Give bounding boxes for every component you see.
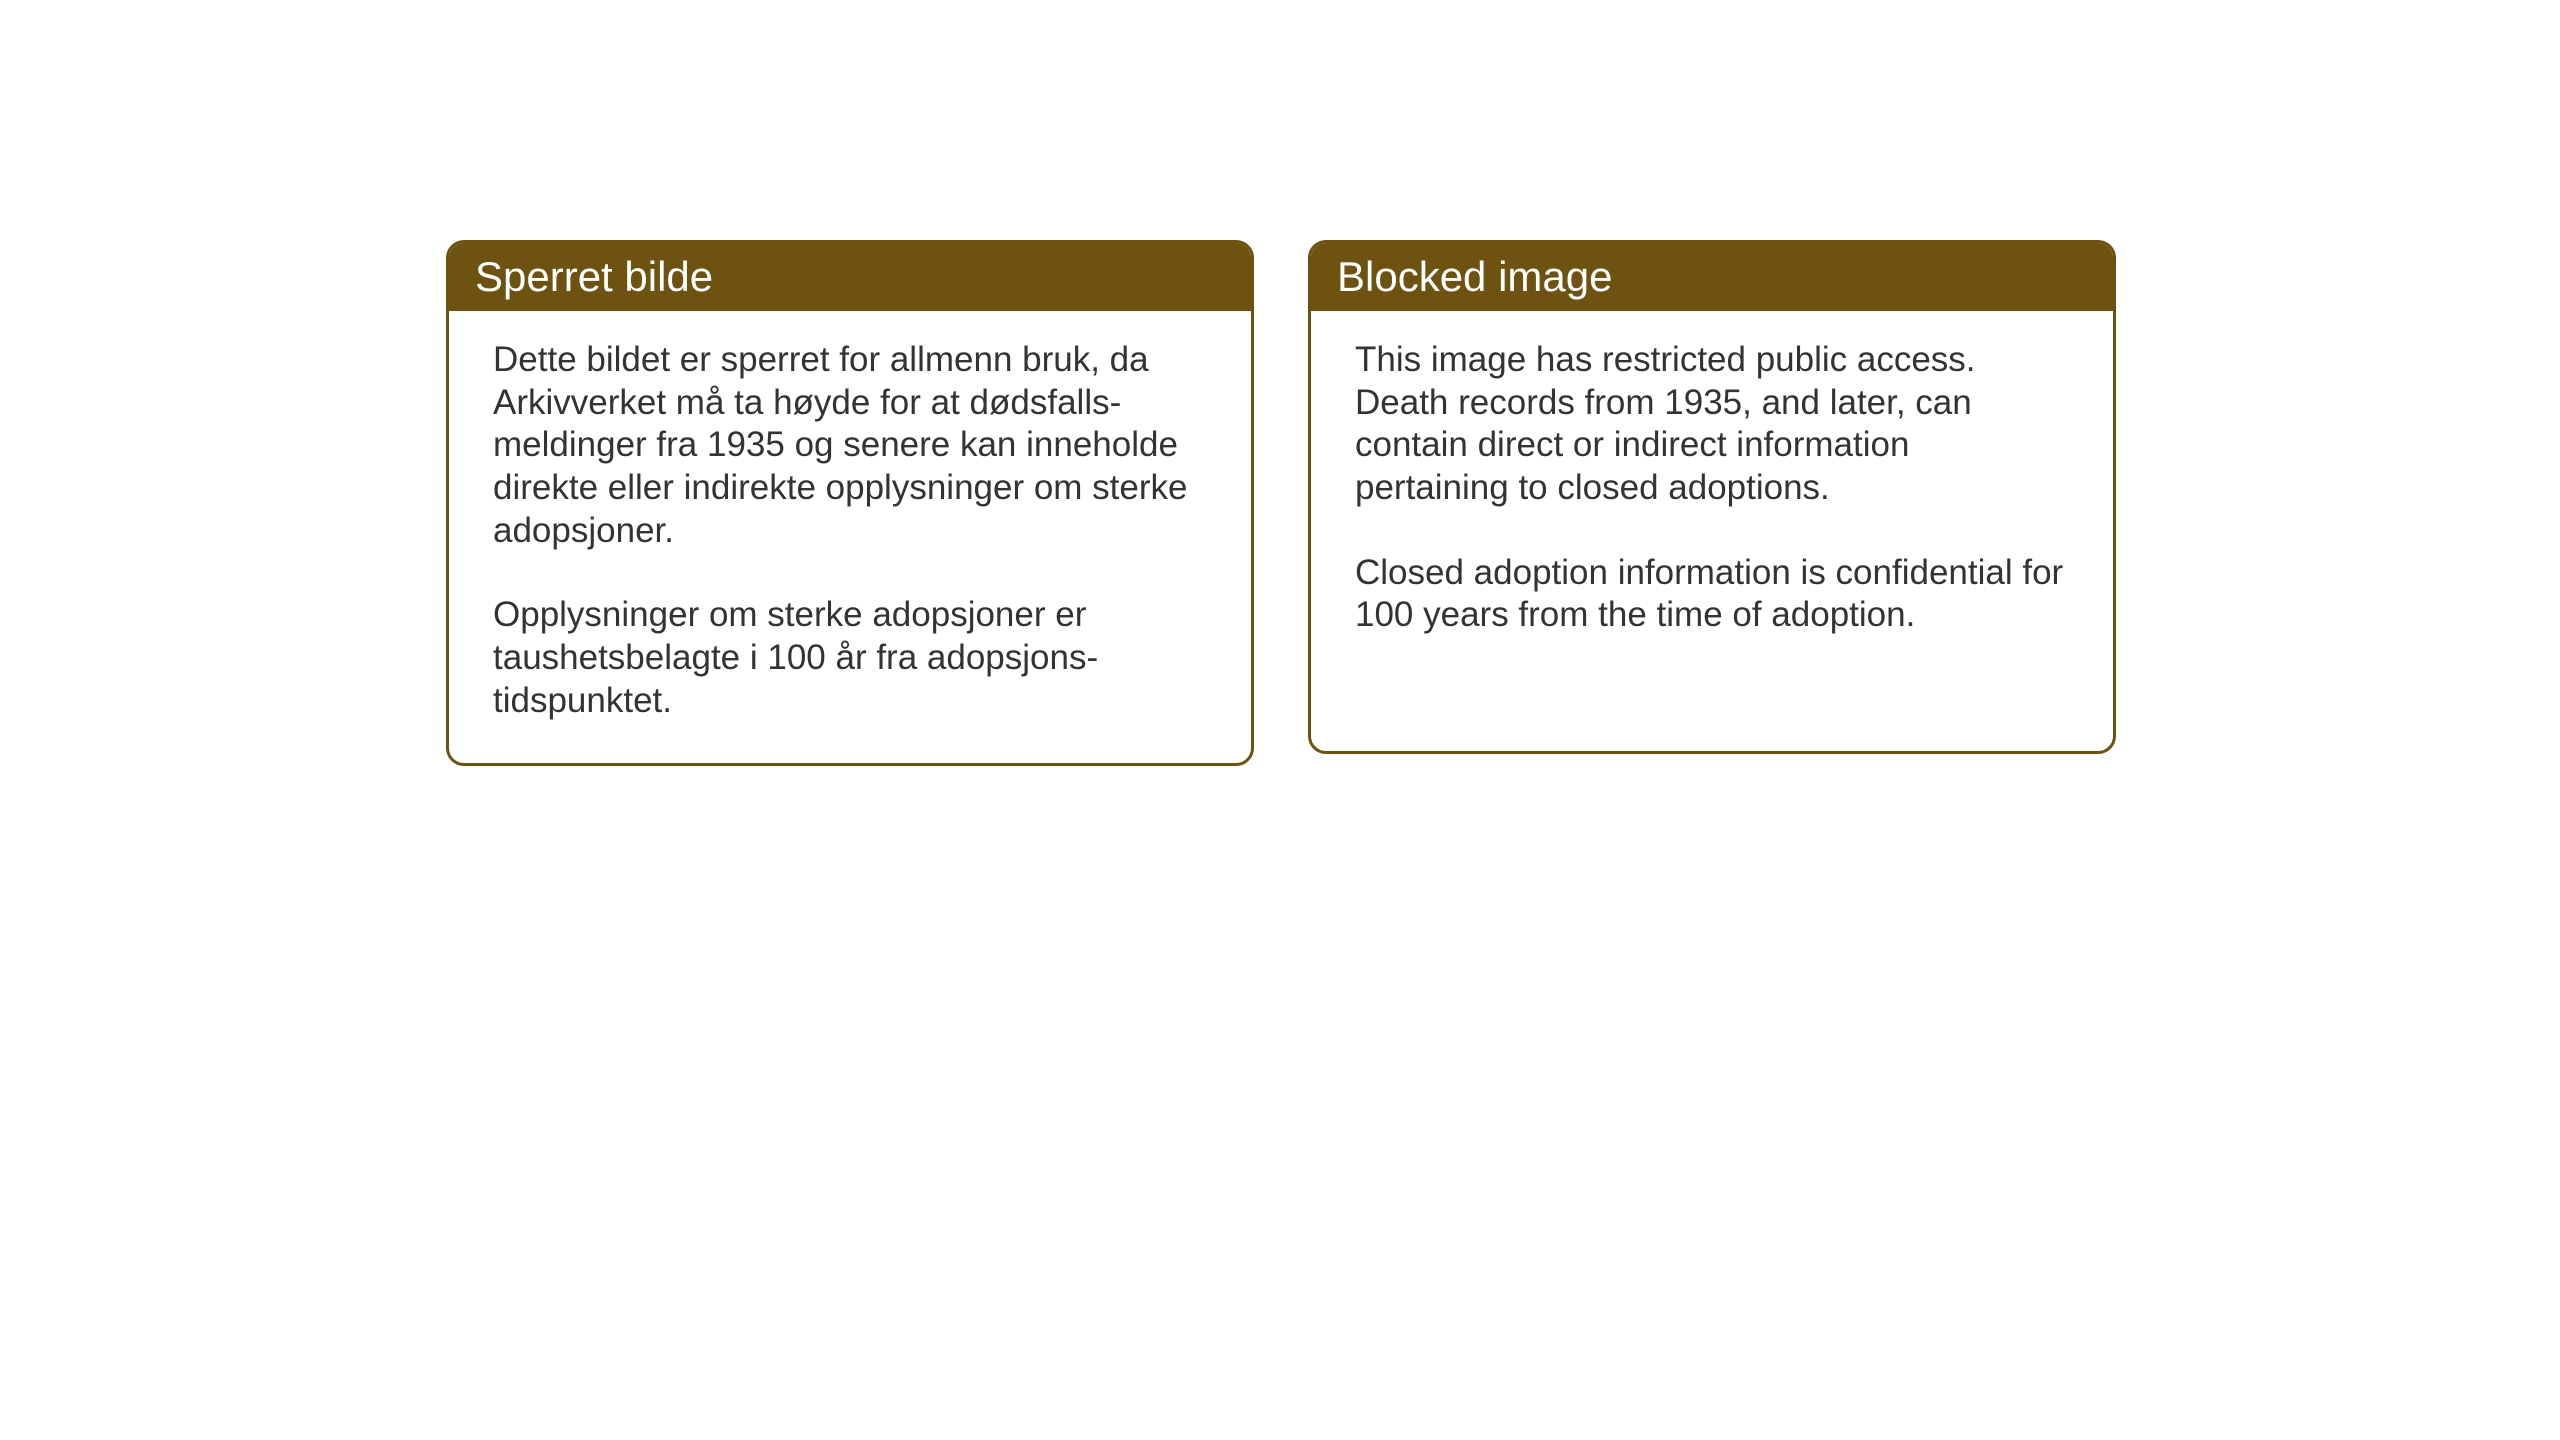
cards-container: Sperret bilde Dette bildet er sperret fo…: [446, 240, 2116, 766]
card-paragraph-2-norwegian: Opplysninger om sterke adopsjoner er tau…: [493, 594, 1207, 722]
card-body-norwegian: Dette bildet er sperret for allmenn bruk…: [449, 311, 1251, 763]
card-norwegian: Sperret bilde Dette bildet er sperret fo…: [446, 240, 1254, 766]
card-body-english: This image has restricted public access.…: [1311, 311, 2113, 677]
card-header-english: Blocked image: [1311, 243, 2113, 311]
card-english: Blocked image This image has restricted …: [1308, 240, 2116, 754]
card-paragraph-1-english: This image has restricted public access.…: [1355, 339, 2069, 510]
card-title-norwegian: Sperret bilde: [475, 253, 713, 300]
card-paragraph-1-norwegian: Dette bildet er sperret for allmenn bruk…: [493, 339, 1207, 552]
card-title-english: Blocked image: [1337, 253, 1612, 300]
card-paragraph-2-english: Closed adoption information is confident…: [1355, 552, 2069, 637]
card-header-norwegian: Sperret bilde: [449, 243, 1251, 311]
